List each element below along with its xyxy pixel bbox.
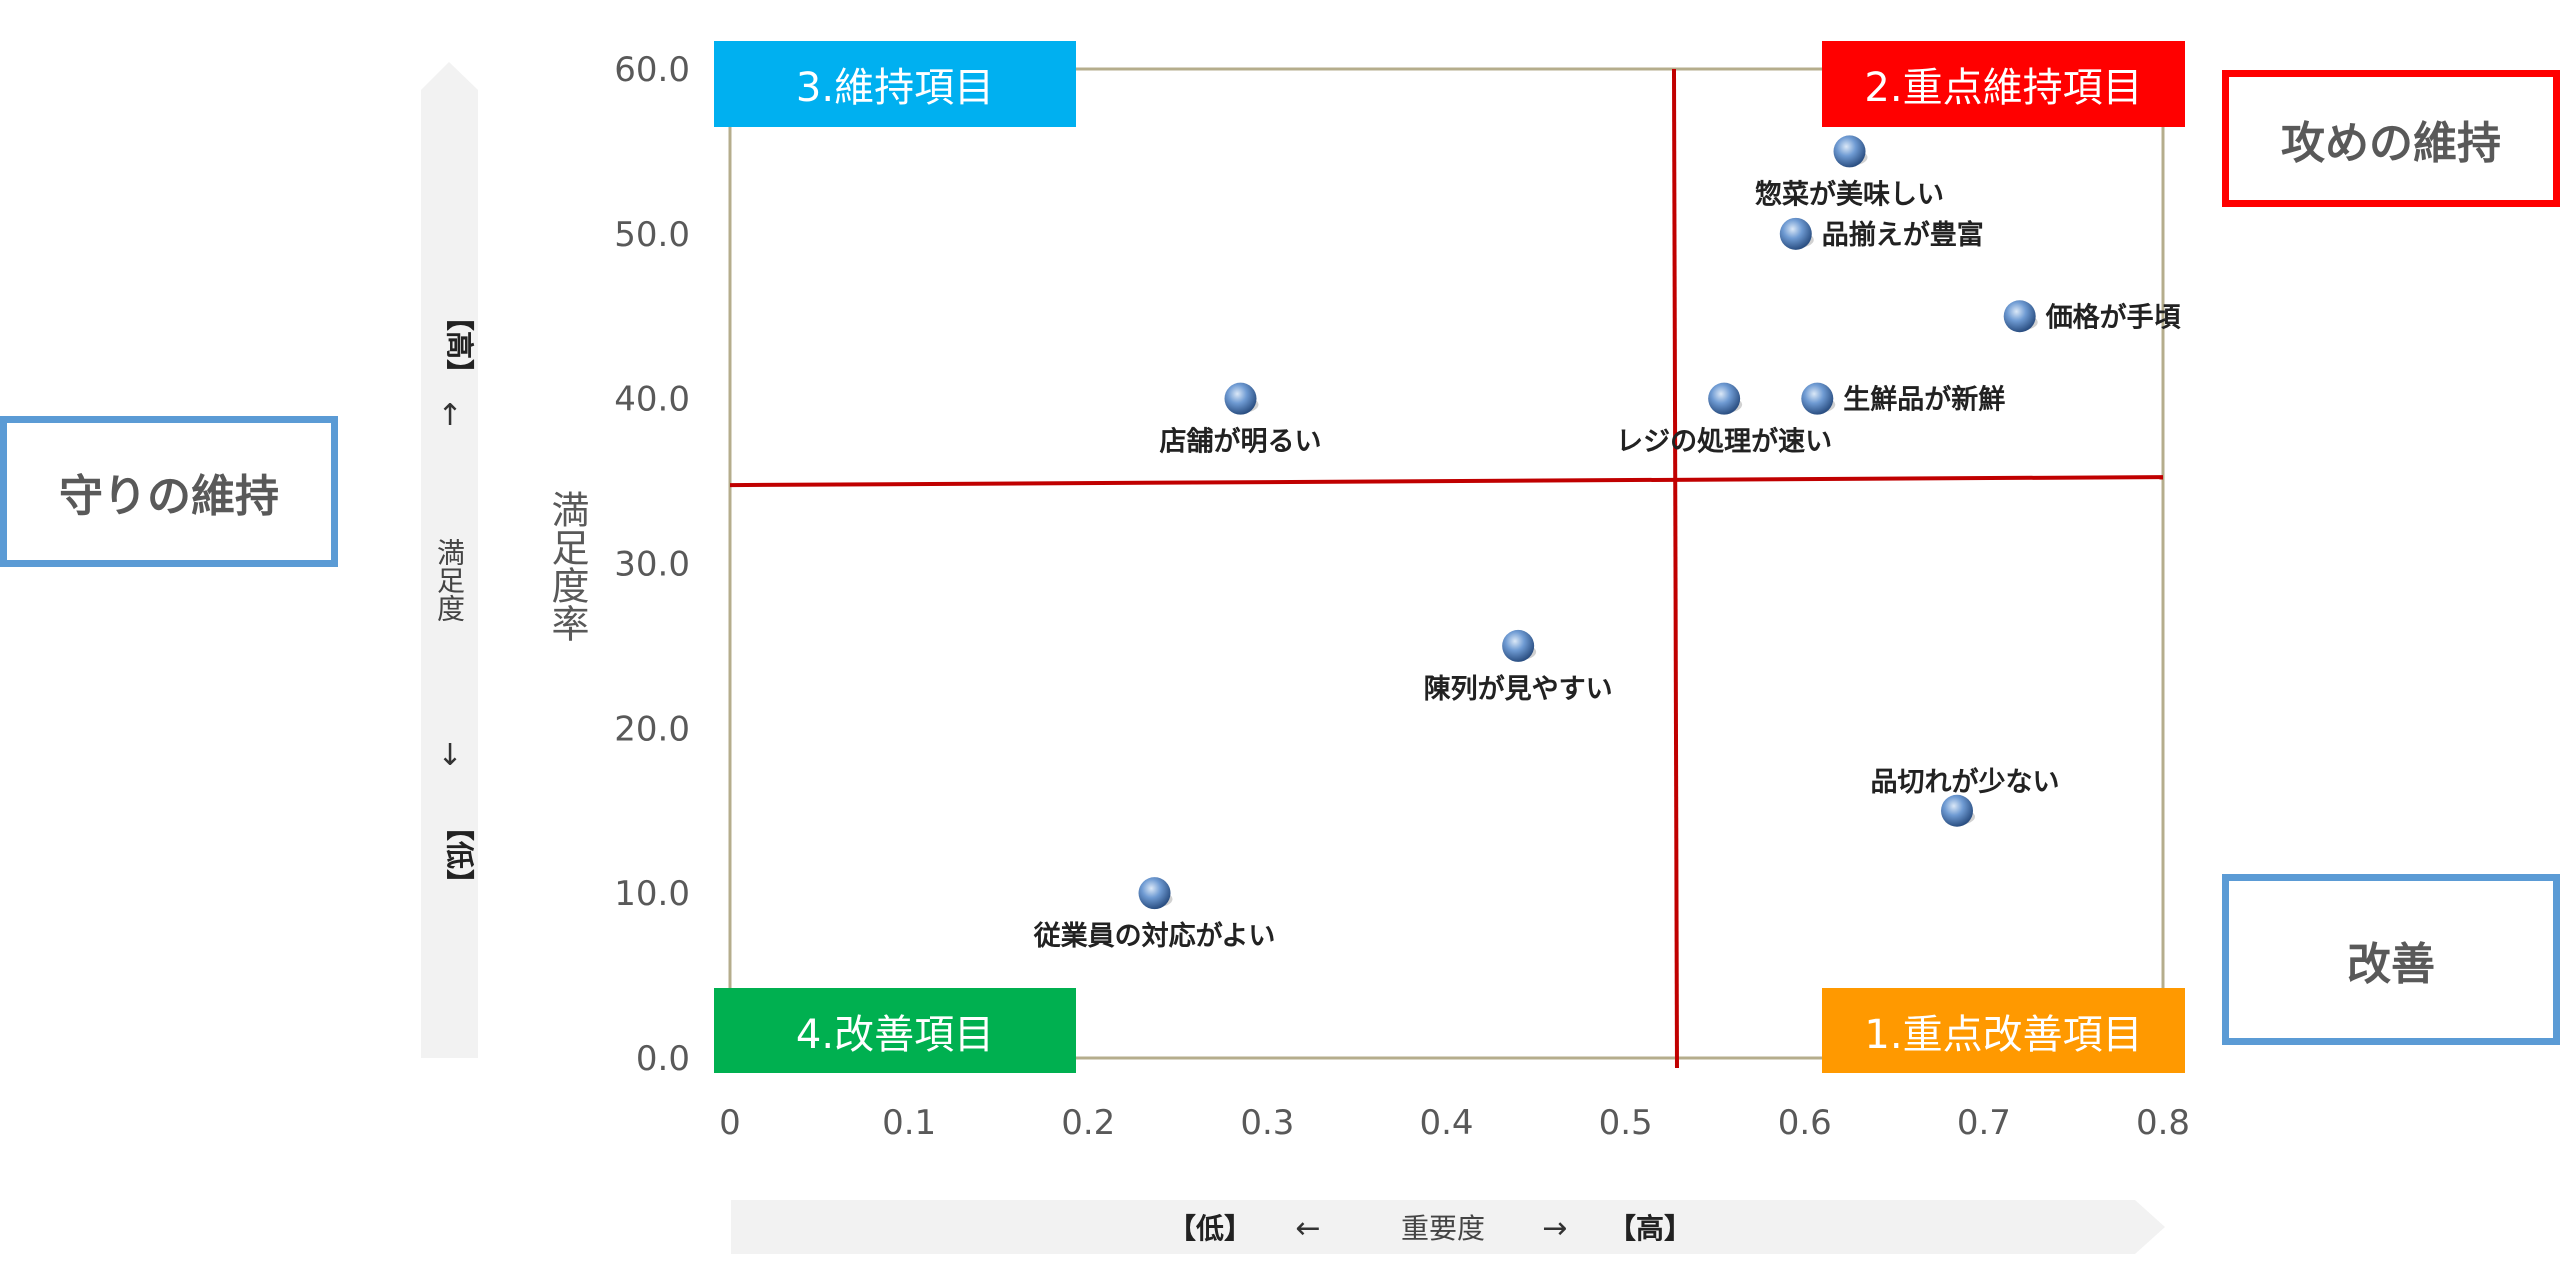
quadrant-label-4: 4.改善項目 bbox=[714, 988, 1076, 1073]
point-marker bbox=[1941, 794, 1974, 827]
quadrant-label-3: 3.維持項目 bbox=[714, 41, 1076, 127]
x-tick-label: 0.3 bbox=[1240, 1103, 1294, 1143]
point-label: 従業員の対応がよい bbox=[1033, 920, 1276, 952]
x-arrow-high: 【高】 bbox=[1608, 1212, 1692, 1245]
data-point: 品切れが少ない bbox=[1871, 766, 2060, 827]
point-label: 店舗が明るい bbox=[1160, 426, 1322, 458]
x-tick-label: 0 bbox=[719, 1103, 741, 1143]
point-label: 価格が手頃 bbox=[2045, 301, 2181, 333]
x-tick-label: 0.8 bbox=[2136, 1103, 2190, 1143]
y-tick-label: 40.0 bbox=[614, 380, 690, 420]
importance-divider-line bbox=[1671, 68, 1679, 1069]
point-marker bbox=[1779, 217, 1812, 250]
point-label: 陳列が見やすい bbox=[1424, 673, 1613, 705]
data-point: 店舗が明るい bbox=[1160, 382, 1322, 458]
data-point: 品揃えが豊富 bbox=[1779, 217, 1984, 251]
y-direction-arrow bbox=[421, 62, 478, 1058]
data-point: 惣菜が美味しい bbox=[1755, 135, 1944, 210]
point-marker bbox=[1833, 135, 1866, 168]
x-tick-label: 0.1 bbox=[882, 1103, 936, 1143]
x-direction-arrow bbox=[731, 1200, 2165, 1254]
y-arrow-up: ↑ bbox=[437, 398, 462, 433]
x-tick-label: 0.5 bbox=[1599, 1103, 1653, 1143]
satisfaction-divider-line bbox=[729, 475, 2164, 488]
data-point: 陳列が見やすい bbox=[1424, 629, 1613, 705]
plot-area bbox=[728, 67, 2165, 1060]
offensive-maintenance-box: 攻めの維持 bbox=[2222, 70, 2560, 207]
point-marker bbox=[1224, 382, 1257, 415]
y-tick-label: 0.0 bbox=[636, 1039, 690, 1079]
point-marker bbox=[2003, 300, 2036, 333]
y-tick-label: 50.0 bbox=[614, 215, 690, 255]
data-point: レジの処理が速い bbox=[1616, 382, 1832, 458]
data-point: 従業員の対応がよい bbox=[1033, 877, 1276, 952]
x-tick-label: 0.7 bbox=[1957, 1103, 2011, 1143]
y-tick-label: 10.0 bbox=[614, 874, 690, 914]
defensive-maintenance-box: 守りの維持 bbox=[0, 416, 338, 567]
x-tick-label: 0.2 bbox=[1061, 1103, 1115, 1143]
point-marker bbox=[1138, 877, 1171, 910]
quadrant-label-1: 1.重点改善項目 bbox=[1822, 988, 2185, 1073]
x-arrow-right: → bbox=[1542, 1211, 1567, 1246]
point-label: 品揃えが豊富 bbox=[1822, 219, 1984, 251]
quadrant-label-2: 2.重点維持項目 bbox=[1822, 41, 2185, 127]
y-arrow-low: 【低】 bbox=[443, 813, 476, 897]
point-label: 惣菜が美味しい bbox=[1755, 178, 1944, 210]
x-arrow-label: 重要度 bbox=[1401, 1212, 1485, 1245]
y-axis-title: 満足度率 bbox=[545, 490, 589, 642]
improvement-box: 改善 bbox=[2222, 874, 2560, 1045]
y-tick-label: 60.0 bbox=[614, 50, 690, 90]
data-point: 生鮮品が新鮮 bbox=[1801, 382, 2005, 416]
point-label: 品切れが少ない bbox=[1871, 766, 2060, 798]
data-point: 価格が手頃 bbox=[2003, 300, 2181, 333]
x-tick-label: 0.6 bbox=[1778, 1103, 1832, 1143]
point-label: 生鮮品が新鮮 bbox=[1843, 384, 2005, 416]
y-tick-label: 30.0 bbox=[614, 545, 690, 585]
x-arrow-low: 【低】 bbox=[1168, 1212, 1252, 1245]
point-marker bbox=[1502, 629, 1535, 662]
y-arrow-label: 満足度 bbox=[433, 538, 466, 622]
y-tick-label: 20.0 bbox=[614, 709, 690, 749]
y-arrow-down: ↓ bbox=[437, 738, 462, 773]
point-marker bbox=[1708, 382, 1741, 415]
point-marker bbox=[1801, 382, 1834, 415]
x-arrow-left: ← bbox=[1295, 1211, 1320, 1246]
y-arrow-high: 【高】 bbox=[443, 303, 476, 387]
x-tick-label: 0.4 bbox=[1419, 1103, 1473, 1143]
point-label: レジの処理が速い bbox=[1616, 426, 1832, 458]
